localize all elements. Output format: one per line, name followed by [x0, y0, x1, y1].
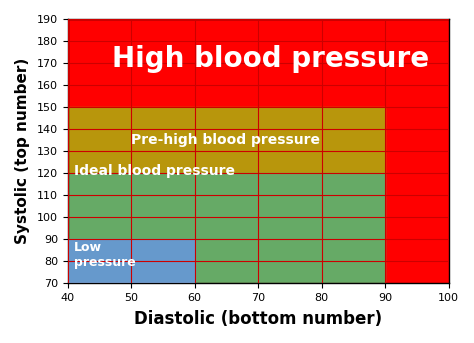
Text: Low
pressure: Low pressure [74, 241, 136, 269]
Y-axis label: Systolic (top number): Systolic (top number) [15, 58, 30, 244]
Bar [68, 173, 385, 239]
Text: Pre-high blood pressure: Pre-high blood pressure [131, 133, 320, 147]
Bar [68, 239, 195, 283]
X-axis label: Diastolic (bottom number): Diastolic (bottom number) [134, 310, 382, 328]
Bar [68, 107, 385, 173]
Text: Ideal blood pressure: Ideal blood pressure [74, 164, 235, 178]
Text: High blood pressure: High blood pressure [112, 45, 429, 73]
Bar [195, 239, 385, 283]
